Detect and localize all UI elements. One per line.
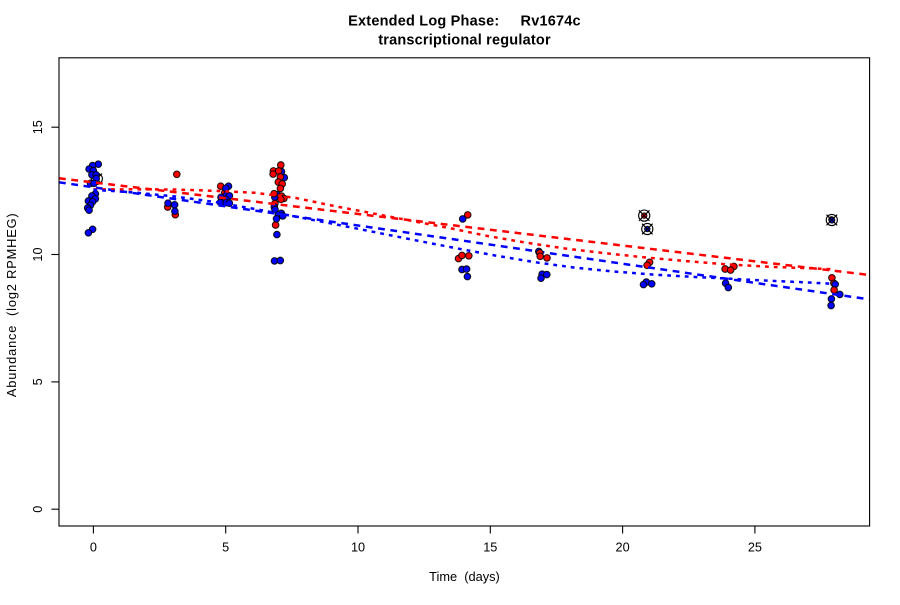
svg-text:transcriptional regulator: transcriptional regulator xyxy=(378,33,551,49)
svg-text:25: 25 xyxy=(748,541,762,555)
svg-text:5: 5 xyxy=(31,378,45,385)
svg-text:Time (days): Time (days) xyxy=(429,569,500,584)
svg-text:15: 15 xyxy=(31,120,45,134)
svg-text:10: 10 xyxy=(351,541,365,555)
svg-text:Extended Log Phase: Rv1674: Extended Log Phase: Rv1674c xyxy=(348,13,581,29)
svg-text:15: 15 xyxy=(483,541,497,555)
svg-text:0: 0 xyxy=(31,506,45,513)
svg-text:Abundance (log2 RPMHEG): Abundance (log2 RPMHEG) xyxy=(4,212,19,397)
svg-text:20: 20 xyxy=(616,541,630,555)
svg-text:10: 10 xyxy=(31,247,45,261)
svg-text:5: 5 xyxy=(222,541,229,555)
svg-text:0: 0 xyxy=(90,541,97,555)
